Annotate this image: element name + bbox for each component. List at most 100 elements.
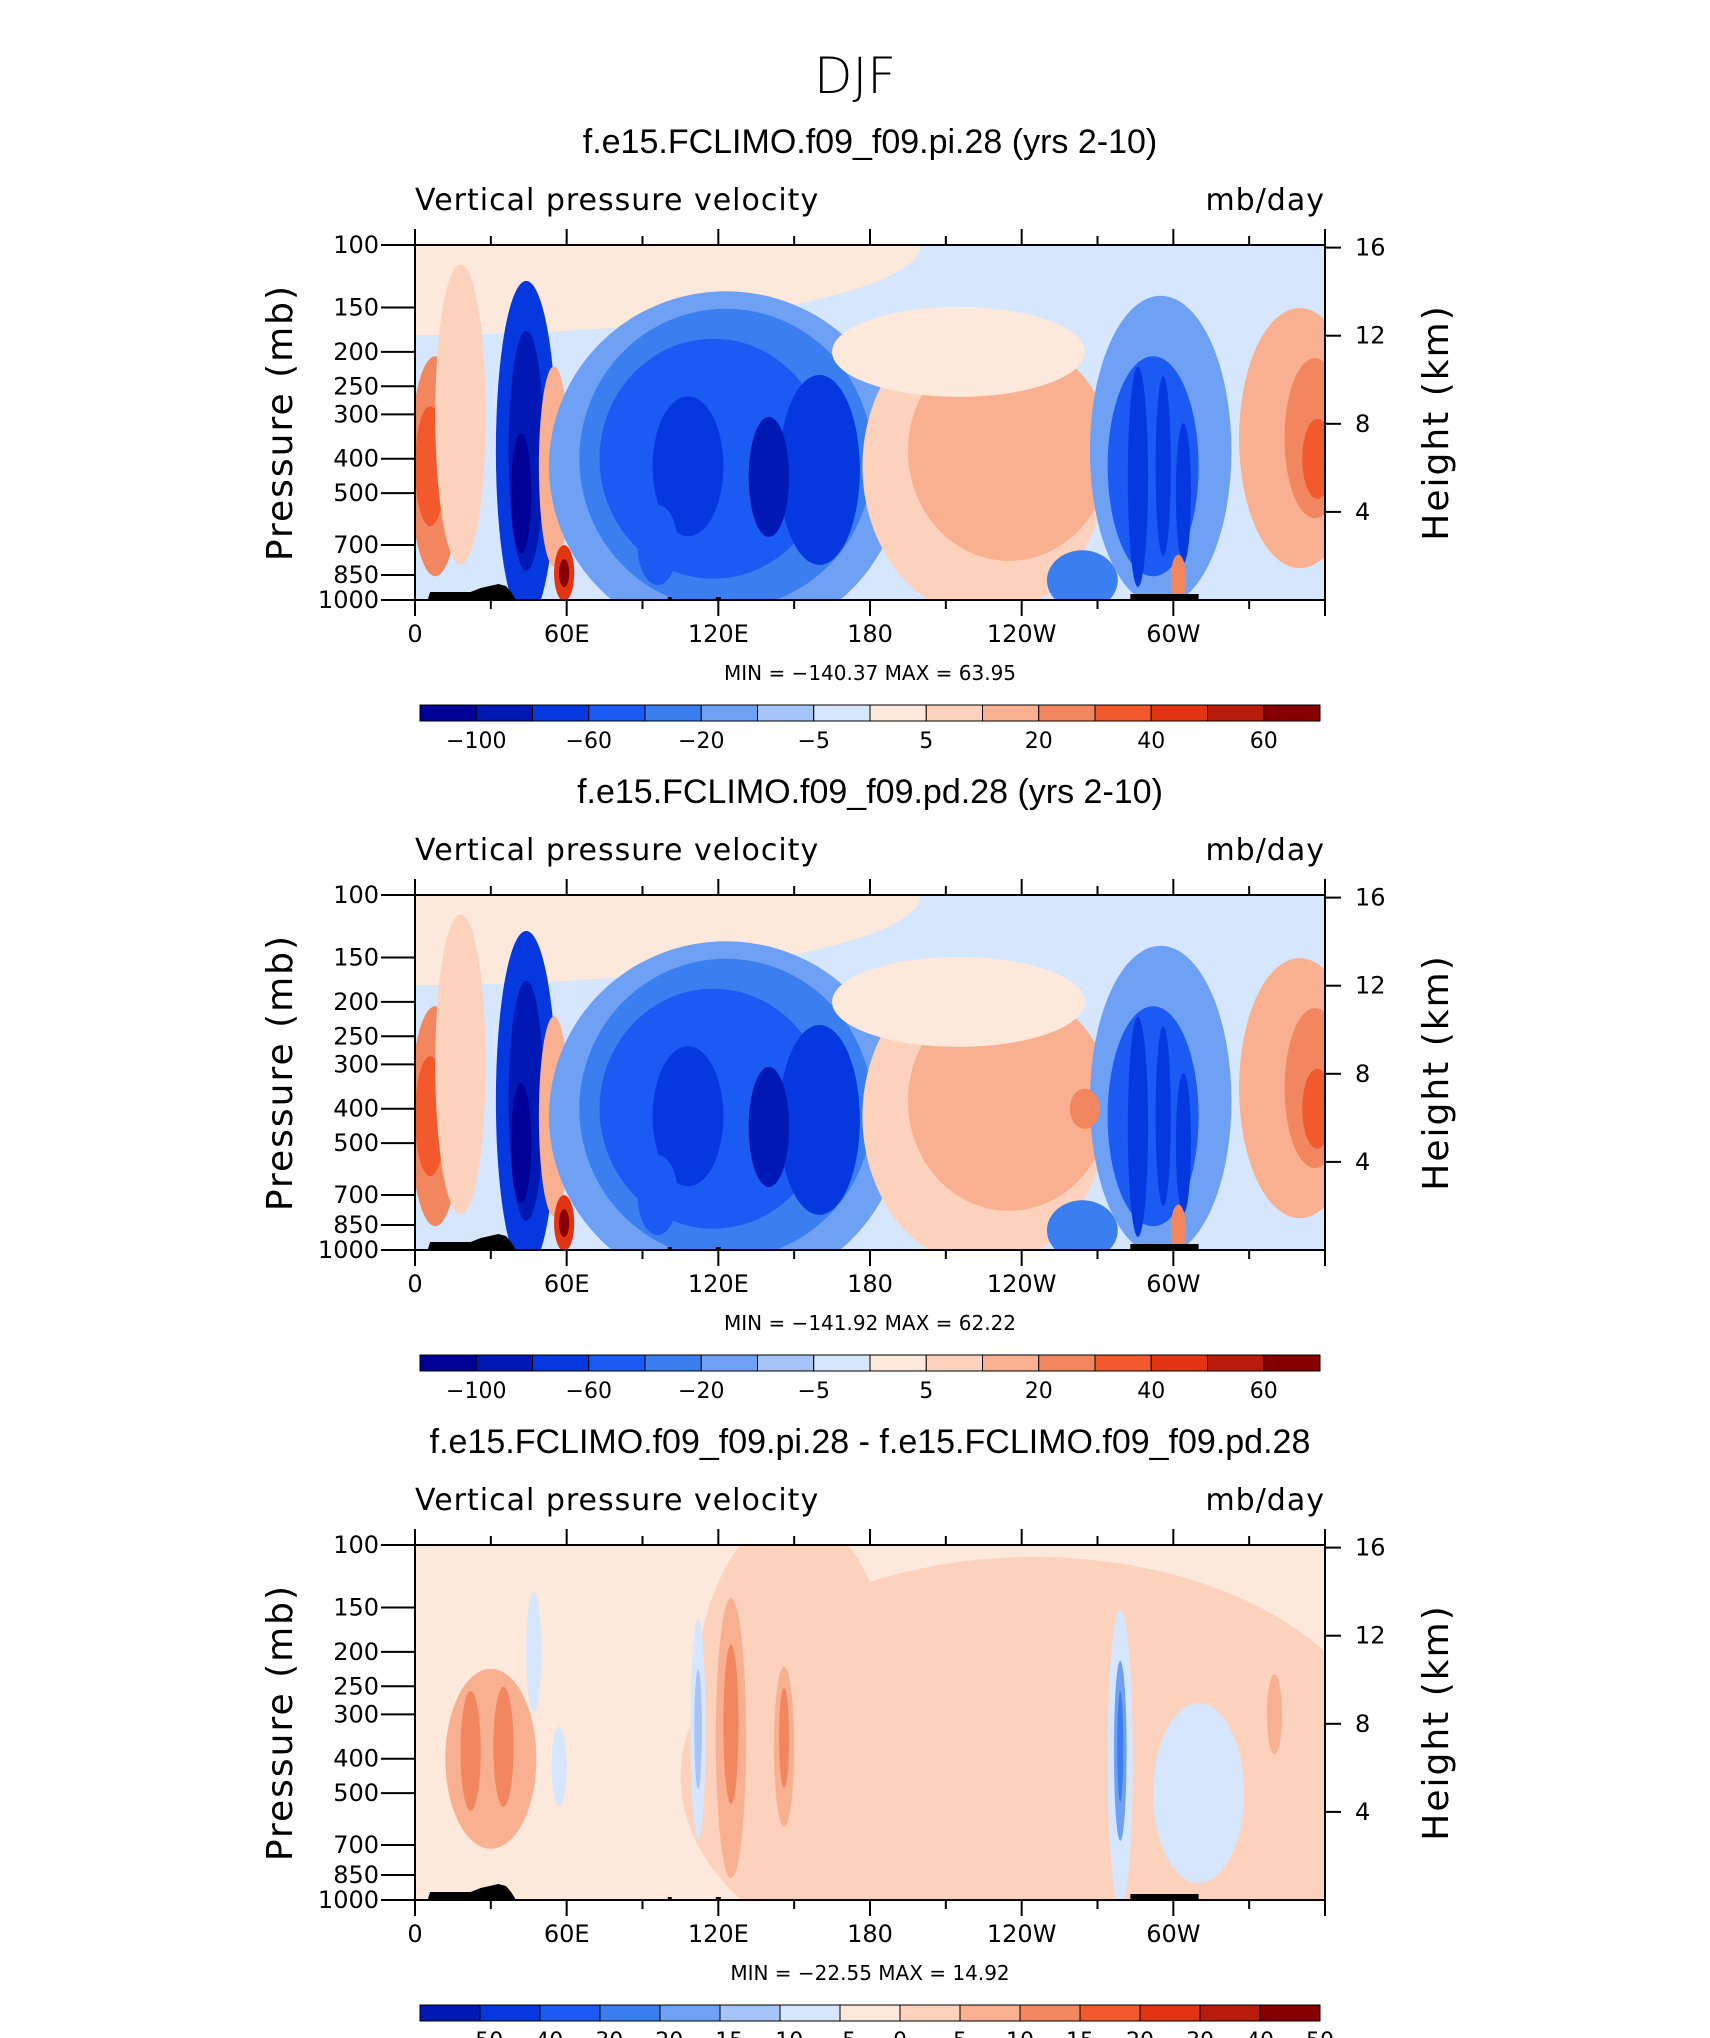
y-tick-label: 300 [333,1050,379,1078]
y-tick-label: 200 [333,338,379,366]
colorbar-label: 5 [919,1379,933,1404]
x-tick-label: 120W [987,1920,1057,1948]
contour-region [961,1058,1012,1159]
contour-region [1069,1088,1101,1129]
colorbar-label: 0 [893,2029,907,2038]
colorbar-label: −50 [457,2029,503,2038]
y-tick-label: 100 [333,881,379,909]
units-label: mb/day [1205,833,1325,868]
colorbar-bin [1139,2004,1201,2022]
colorbar-label: −60 [566,729,612,754]
y2-tick-label: 16 [1355,884,1386,912]
colorbar-bin [644,704,702,722]
colorbar-label: 40 [1137,1379,1165,1404]
topography [667,1897,672,1900]
y2-tick-label: 8 [1355,1710,1370,1738]
y-axis-label: Pressure (mb) [260,284,301,561]
y-tick-label: 400 [333,445,379,473]
contour-region [1046,1200,1118,1250]
colorbar: −50−40−30−20−15−10−505101520304050 [419,2004,1334,2038]
colorbar-bin [925,1354,983,1372]
y-tick-label: 250 [333,1022,379,1050]
y-axis-label: Pressure (mb) [260,934,301,1211]
colorbar-label: −40 [517,2029,563,2038]
y2-tick-label: 12 [1355,972,1386,1000]
panel-title: f.e15.FCLIMO.f09_f09.pi.28 - f.e15.FCLIM… [430,1423,1311,1461]
colorbar-bin [1207,704,1265,722]
contour-region [748,416,790,537]
colorbar-label: 60 [1250,1379,1278,1404]
contour-region [694,1669,702,1790]
contour-field [415,1545,1325,1900]
x-tick-label: 120E [688,1920,749,1948]
contour-region [779,1688,790,1789]
colorbar-label: 5 [953,2029,967,2038]
contour-region [1127,1016,1149,1237]
colorbar-label: −20 [678,1379,724,1404]
variable-label: Vertical pressure velocity [415,183,819,218]
y-tick-label: 700 [333,1181,379,1209]
colorbar-bin [479,2004,541,2022]
topography [427,1234,517,1250]
y-tick-label: 500 [333,1779,379,1807]
colorbar-bin [1038,704,1096,722]
y-tick-label: 150 [333,294,379,322]
panel-title: f.e15.FCLIMO.f09_f09.pd.28 (yrs 2-10) [577,773,1163,811]
contour-region [493,1686,514,1807]
colorbar-bin [1263,1354,1321,1372]
panel-1: f.e15.FCLIMO.f09_f09.pi.28 (yrs 2-10) Ver… [260,123,1457,754]
contour-region [1302,418,1325,499]
contour-region [832,956,1085,1047]
y2-tick-label: 16 [1355,1534,1386,1562]
colorbar-bin [599,2004,661,2022]
colorbar-bin [1207,1354,1265,1372]
colorbar-label: 5 [919,729,933,754]
contour-region [445,1668,537,1849]
min-max-label: MIN = −140.37 MAX = 63.95 [724,661,1016,685]
x-tick-label: 180 [847,1270,893,1298]
y-tick-label: 500 [333,1129,379,1157]
colorbar-label: 40 [1246,2029,1274,2038]
topography [427,1884,517,1900]
contour-region [748,1066,790,1187]
colorbar-label: −100 [446,729,506,754]
contour-region [1170,554,1186,600]
contour-region [1155,376,1171,557]
y2-tick-label: 8 [1355,410,1370,438]
panel-3: f.e15.FCLIMO.f09_f09.pi.28 - f.e15.FCLIM… [260,1423,1457,2038]
x-tick-label: 180 [847,1920,893,1948]
colorbar-bin [982,704,1040,722]
y-tick-label: 500 [333,479,379,507]
colorbar-bin [1259,2004,1321,2022]
contour-region [435,264,486,565]
y-tick-label: 200 [333,1638,379,1666]
contour-region [1127,366,1149,587]
y-tick-label: 200 [333,988,379,1016]
colorbar-bin [1150,704,1208,722]
colorbar-bin [659,2004,721,2022]
y-tick-label: 250 [333,1672,379,1700]
contour-region [1155,1026,1171,1207]
colorbar-bin [869,704,927,722]
contour-region [961,408,1012,509]
topography [1130,594,1199,600]
contour-region [1170,1204,1186,1250]
colorbar-label: 40 [1137,729,1165,754]
colorbar-bin [700,1354,758,1372]
contour-region [723,1644,739,1805]
x-tick-label: 60E [544,620,590,648]
panel-2: f.e15.FCLIMO.f09_f09.pd.28 (yrs 2-10) Ver… [260,773,1457,1404]
colorbar-bin [1038,1354,1096,1372]
contour-region [551,1726,567,1807]
topography [1130,1894,1199,1900]
colorbar-bin [1199,2004,1261,2022]
colorbar-bin [588,1354,646,1372]
y-tick-label: 250 [333,372,379,400]
y-tick-label: 700 [333,531,379,559]
contour-region [652,396,724,537]
y2-tick-label: 4 [1355,1798,1370,1826]
colorbar-bin [475,704,533,722]
colorbar-bin [1263,704,1321,722]
topography [715,597,721,600]
